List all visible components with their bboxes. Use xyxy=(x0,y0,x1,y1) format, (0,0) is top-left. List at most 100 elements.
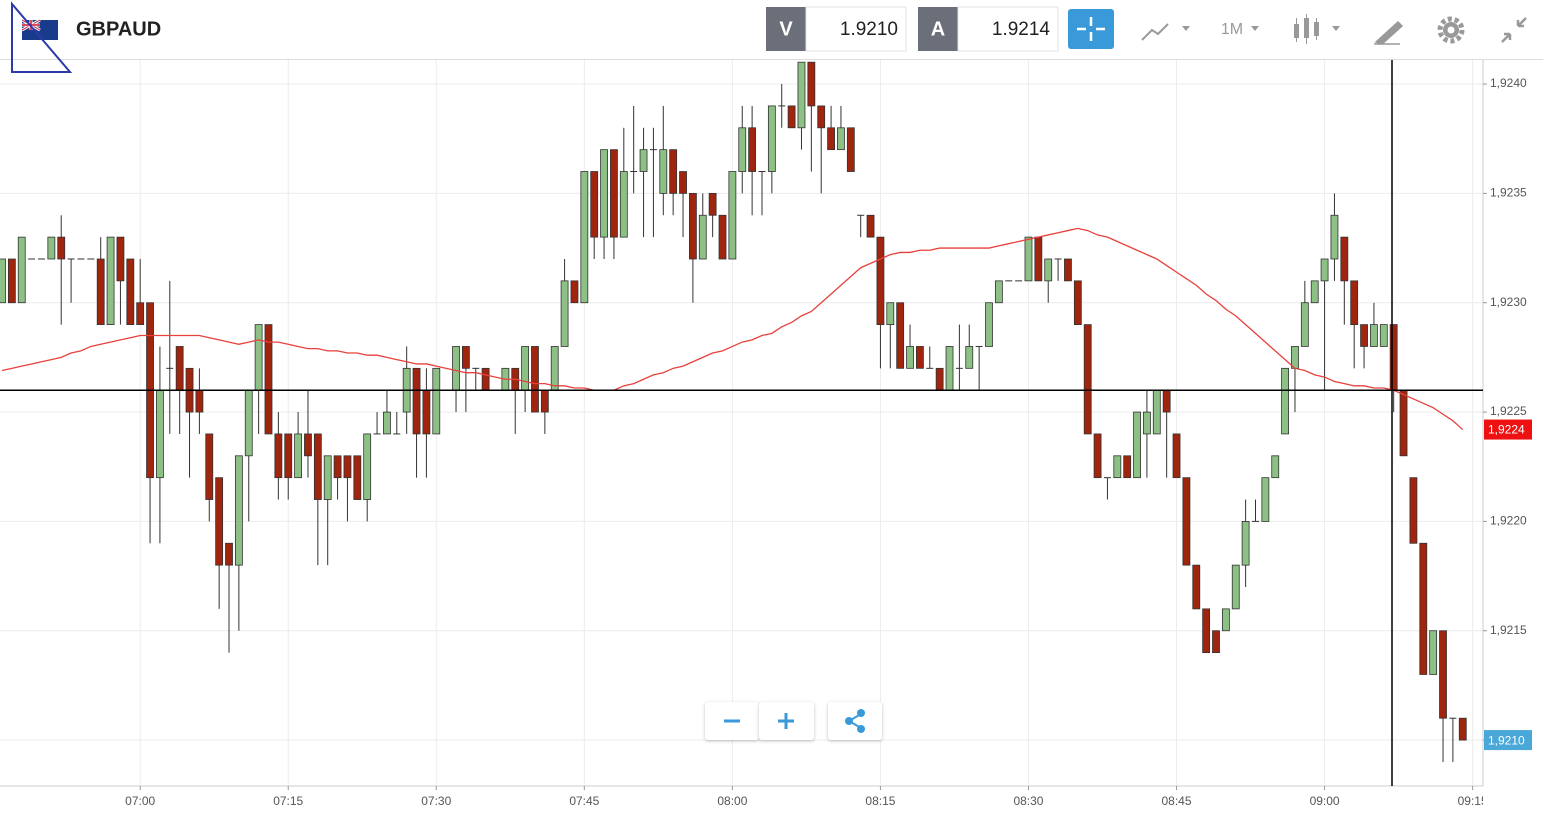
candle-body xyxy=(787,105,796,129)
candle-body xyxy=(106,236,115,325)
zoom-out-button[interactable] xyxy=(705,702,759,740)
x-tick-label: 08:15 xyxy=(865,794,895,808)
candle-body xyxy=(896,302,905,369)
candle-body xyxy=(669,149,678,194)
candle-body xyxy=(994,280,1003,304)
candle-body xyxy=(412,367,421,435)
candle-body xyxy=(343,455,352,479)
moving-average-line xyxy=(1,227,1464,431)
candle-body xyxy=(1271,455,1280,479)
candle-body xyxy=(886,302,895,325)
candle-body xyxy=(600,149,608,238)
candle-body xyxy=(560,280,569,347)
candle-body xyxy=(876,236,885,325)
candle-body xyxy=(679,171,687,194)
candle-body xyxy=(1340,236,1349,282)
candle-body xyxy=(383,411,391,435)
candle-body xyxy=(689,192,697,260)
collapse-button[interactable] xyxy=(1501,17,1527,43)
candle-body xyxy=(0,258,6,304)
candle-body xyxy=(866,214,875,238)
zoom-in-button[interactable] xyxy=(759,702,814,740)
bid-button[interactable] xyxy=(766,7,806,51)
candle-body xyxy=(590,171,599,238)
y-tick-label: 1,9230 xyxy=(1490,295,1527,309)
candle-body xyxy=(955,367,963,369)
symbol: GBPAUD xyxy=(76,18,161,40)
candle-body xyxy=(807,61,816,107)
flag-icon xyxy=(11,1,73,73)
candle-body xyxy=(87,258,95,260)
candle-body xyxy=(1064,258,1072,282)
candle-body xyxy=(857,214,865,216)
candle-body xyxy=(1182,477,1191,566)
candle-body xyxy=(28,258,36,260)
ask-button[interactable] xyxy=(918,7,958,51)
candle-body xyxy=(323,455,332,500)
draw-button[interactable] xyxy=(1374,20,1404,45)
bid-label: V xyxy=(779,18,793,40)
candle-body xyxy=(767,105,776,172)
candle-body xyxy=(1093,433,1102,479)
candle-body xyxy=(205,433,214,500)
candle-body xyxy=(244,389,253,457)
bid-price: 1.9210 xyxy=(840,19,898,40)
candle-body xyxy=(531,346,539,413)
candle-body xyxy=(7,258,16,304)
candle-body xyxy=(1241,521,1250,566)
candle-body xyxy=(639,149,648,172)
candle-body xyxy=(1015,280,1023,282)
candle-body xyxy=(1261,477,1270,522)
candle-body xyxy=(1123,455,1132,479)
x-tick-label: 07:00 xyxy=(125,794,155,808)
candle-body xyxy=(1212,630,1220,654)
candle-body xyxy=(481,367,490,391)
x-tick-label: 07:45 xyxy=(569,794,599,808)
candle-body xyxy=(96,258,105,325)
crosshair-button[interactable] xyxy=(1068,9,1114,49)
candle-type-button[interactable] xyxy=(1294,14,1340,44)
y-tick-label: 1,9220 xyxy=(1490,514,1527,528)
candle-body xyxy=(126,258,135,325)
candle-body xyxy=(47,236,56,260)
candle-body xyxy=(630,171,638,173)
candle-body xyxy=(550,346,559,391)
timeframe-button[interactable]: 1M xyxy=(1221,21,1243,38)
settings-button[interactable] xyxy=(1437,16,1465,44)
chart-type-button[interactable] xyxy=(1141,23,1190,41)
bid-box xyxy=(805,6,907,52)
candle-body xyxy=(1024,236,1033,282)
candle-body xyxy=(1389,324,1398,391)
ma-price-tag-box xyxy=(1484,419,1532,440)
candle-body xyxy=(659,149,668,194)
candle-body xyxy=(67,258,75,260)
candle-body xyxy=(985,302,993,347)
candle-body xyxy=(1291,346,1299,369)
candle-body xyxy=(817,105,826,129)
candle-body xyxy=(580,171,589,304)
x-tick-label: 07:15 xyxy=(273,794,303,808)
candle-body xyxy=(1034,236,1043,282)
candle-body xyxy=(1103,477,1111,479)
candle-body xyxy=(975,345,983,347)
candle-body xyxy=(778,105,786,107)
candle-body xyxy=(1300,302,1309,347)
candle-body xyxy=(156,389,164,479)
candle-body xyxy=(738,127,747,172)
share-button[interactable] xyxy=(828,702,882,740)
candle-body xyxy=(422,389,431,435)
candle-body xyxy=(333,455,342,479)
candle-body xyxy=(1449,717,1457,719)
candle-body xyxy=(846,127,855,172)
candle-body xyxy=(1133,411,1141,479)
candle-body xyxy=(1281,367,1289,435)
candle-body xyxy=(313,433,322,500)
candle-body xyxy=(17,236,26,304)
candle-body xyxy=(1320,258,1329,282)
candle-body xyxy=(264,324,273,435)
x-tick-label: 09:00 xyxy=(1310,794,1340,808)
candle-body xyxy=(758,171,766,173)
candle-body xyxy=(540,389,549,413)
